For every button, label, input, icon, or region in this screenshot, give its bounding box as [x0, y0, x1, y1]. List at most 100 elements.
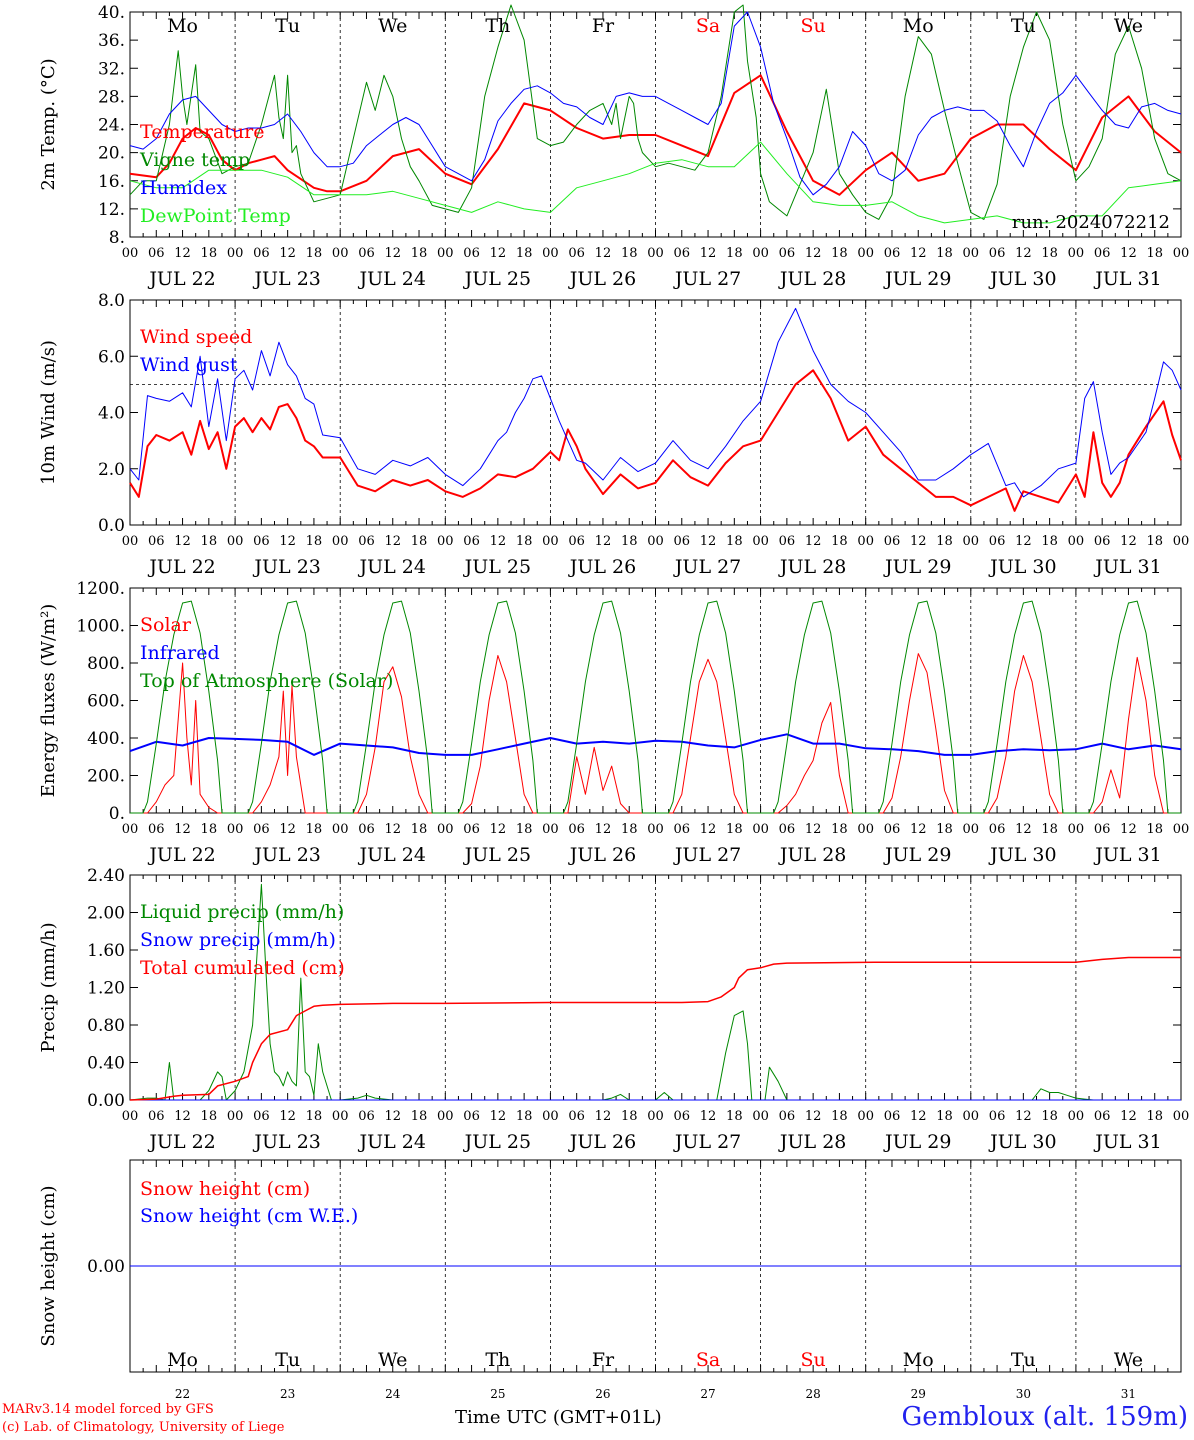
x-hour-label: 18 — [621, 246, 638, 261]
x-hour-label: 18 — [621, 822, 638, 837]
x-date-label: JUL 28 — [778, 556, 846, 578]
x-hour-label: 00 — [227, 534, 244, 549]
x-hour-label: 00 — [857, 534, 874, 549]
x-hour-label: 12 — [1015, 1109, 1032, 1124]
x-hour-label: 00 — [752, 822, 769, 837]
x-hour-label: 00 — [542, 534, 559, 549]
legend-entry: Top of Atmosphere (Solar) — [140, 670, 393, 692]
legend-entry: Solar — [140, 614, 192, 636]
x-hour-label: 12 — [384, 246, 401, 261]
x-hour-label: 12 — [910, 246, 927, 261]
x-hour-label: 18 — [306, 534, 323, 549]
x-date-label: JUL 29 — [883, 556, 951, 578]
x-hour-label: 12 — [1120, 246, 1137, 261]
x-hour-label: 18 — [1146, 1109, 1163, 1124]
station-title: Gembloux (alt. 159m) — [901, 1402, 1188, 1432]
x-hour-label: 00 — [1068, 822, 1085, 837]
x-hour-label: 12 — [910, 534, 927, 549]
x-hour-label: 06 — [1094, 534, 1111, 549]
x-date-label: JUL 24 — [358, 268, 426, 290]
y-tick-label: 400. — [87, 729, 125, 749]
y-tick-label: 0.00 — [87, 1257, 125, 1277]
x-date-label: JUL 24 — [358, 844, 426, 866]
x-hour-label: 12 — [805, 1109, 822, 1124]
x-hour-label: 06 — [358, 246, 375, 261]
weekday-label: Fr — [592, 1349, 615, 1371]
x-hour-label: 06 — [568, 1109, 585, 1124]
weekday-label: Su — [801, 1349, 826, 1371]
x-hour-label: 12 — [279, 534, 296, 549]
y-axis-title: 10m Wind (m/s) — [38, 340, 59, 485]
x-hour-label: 06 — [989, 534, 1006, 549]
credit-line-lab: (c) Lab. of Climatology, University of L… — [2, 1420, 285, 1435]
x-hour-label: 18 — [621, 1109, 638, 1124]
y-tick-label: 1200. — [76, 579, 125, 599]
x-hour-label: 12 — [279, 1109, 296, 1124]
x-hour-label: 00 — [122, 246, 139, 261]
day-number-label: 22 — [175, 1387, 190, 1401]
weekday-label: Mo — [167, 1349, 198, 1371]
y-tick-label: 24. — [98, 116, 125, 136]
x-hour-label: 18 — [936, 822, 953, 837]
x-hour-label: 18 — [516, 246, 533, 261]
x-hour-label: 00 — [332, 822, 349, 837]
legend-entry: Liquid precip (mm/h) — [140, 901, 344, 923]
weekday-label: Fr — [592, 15, 615, 37]
weekday-label: Th — [485, 1349, 510, 1371]
x-hour-label: 18 — [1146, 822, 1163, 837]
x-hour-label: 18 — [201, 246, 218, 261]
x-hour-label: 18 — [831, 1109, 848, 1124]
x-date-label: JUL 22 — [147, 1131, 215, 1153]
x-date-label: JUL 30 — [988, 556, 1056, 578]
x-hour-label: 06 — [674, 534, 691, 549]
x-date-label: JUL 23 — [252, 268, 320, 290]
day-number-label: 26 — [595, 1387, 610, 1401]
x-hour-label: 06 — [989, 822, 1006, 837]
panel-frame — [129, 587, 1182, 814]
run-label: run: 2024072212 — [1012, 212, 1170, 233]
x-date-label: JUL 25 — [463, 268, 531, 290]
legend-entry: Infrared — [140, 642, 220, 664]
x-date-label: JUL 28 — [778, 268, 846, 290]
x-date-label: JUL 26 — [568, 1131, 636, 1153]
x-date-label: JUL 22 — [147, 844, 215, 866]
x-hour-label: 06 — [463, 246, 480, 261]
x-hour-label: 18 — [1041, 1109, 1058, 1124]
x-hour-label: 06 — [779, 534, 796, 549]
x-hour-label: 00 — [1173, 1109, 1190, 1124]
x-hour-label: 06 — [358, 1109, 375, 1124]
x-hour-label: 06 — [884, 1109, 901, 1124]
legend-entry: Wind gust — [140, 354, 238, 376]
x-hour-label: 06 — [253, 246, 270, 261]
day-number-label: 30 — [1016, 1387, 1031, 1401]
x-date-label: JUL 22 — [147, 268, 215, 290]
y-tick-label: 4.0 — [98, 404, 125, 424]
x-hour-label: 06 — [779, 246, 796, 261]
x-hour-label: 12 — [910, 822, 927, 837]
x-date-label: JUL 30 — [988, 1131, 1056, 1153]
x-hour-label: 06 — [674, 1109, 691, 1124]
x-hour-label: 00 — [1173, 822, 1190, 837]
x-date-label: JUL 27 — [673, 268, 741, 290]
x-date-label: JUL 23 — [252, 556, 320, 578]
weekday-label: Sa — [696, 15, 720, 37]
x-date-label: JUL 29 — [883, 268, 951, 290]
series-line — [129, 141, 1182, 224]
x-hour-label: 12 — [279, 246, 296, 261]
y-tick-label: 0.00 — [87, 1091, 125, 1111]
x-hour-label: 06 — [253, 822, 270, 837]
y-axis-title: 2m Temp. (°C) — [38, 58, 59, 190]
x-hour-label: 00 — [647, 1109, 664, 1124]
x-hour-label: 06 — [989, 246, 1006, 261]
series-line — [130, 600, 1181, 814]
x-hour-label: 18 — [411, 1109, 428, 1124]
x-hour-label: 18 — [726, 1109, 743, 1124]
x-date-label: JUL 26 — [568, 844, 636, 866]
x-hour-label: 12 — [700, 246, 717, 261]
x-hour-label: 06 — [674, 246, 691, 261]
x-hour-label: 12 — [279, 822, 296, 837]
x-hour-label: 00 — [647, 822, 664, 837]
x-date-label: JUL 23 — [252, 844, 320, 866]
x-date-label: JUL 27 — [673, 1131, 741, 1153]
x-hour-label: 18 — [411, 246, 428, 261]
